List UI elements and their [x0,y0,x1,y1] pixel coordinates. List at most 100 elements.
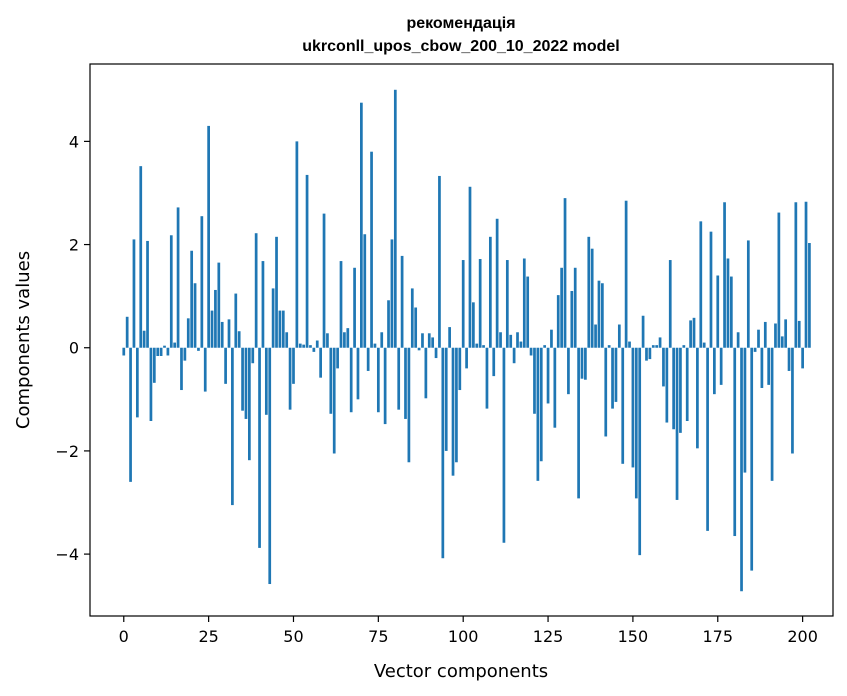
bar [719,347,723,385]
bar [176,207,180,348]
bar [149,347,153,421]
bar [292,347,295,384]
bar [645,347,648,361]
bar [611,347,614,409]
bar [268,347,272,585]
bar [241,347,244,411]
x-tick-label: 75 [368,627,388,646]
bar [427,333,431,348]
bar [624,200,628,348]
bar [139,166,143,348]
bar [193,283,197,348]
bar [326,333,329,348]
bar [421,333,424,348]
bar [770,347,774,481]
bar [465,347,468,369]
bar [590,248,594,348]
bar [410,288,414,348]
y-tick-label: −4 [55,545,79,564]
bar [543,345,547,348]
bar [349,347,353,413]
bar [743,347,747,473]
bar [679,347,682,433]
bar [264,347,268,415]
bar [621,347,625,464]
bar [692,317,696,348]
bar [129,347,132,482]
bar [601,283,604,348]
bar [774,323,777,348]
bar [546,347,550,404]
x-tick-label: 0 [119,627,129,646]
bar [298,343,302,348]
bar [757,329,760,348]
bar [461,260,465,348]
bar [685,347,689,421]
bar [319,347,322,378]
bar [231,347,234,506]
bar [509,334,513,348]
bar [227,319,231,348]
bar [729,276,733,348]
bar [699,221,703,348]
bar [343,332,346,348]
bar [210,310,214,348]
bar [526,276,530,348]
bar [492,347,496,377]
bar [370,151,373,348]
bar [309,345,312,348]
bar [713,347,716,395]
bar [516,332,519,348]
x-tick-label: 25 [198,627,218,646]
bar [407,347,411,463]
y-axis-label: Components values [13,251,34,429]
bar [488,236,492,348]
bar [444,347,448,451]
bar [234,293,238,348]
bar [451,347,455,476]
bar [512,347,516,364]
x-axis-ticks: 0 25 50 75 100 125 150 175 200 [119,616,818,646]
bar [746,240,750,348]
bar [166,347,170,356]
bar [750,347,754,571]
bar [709,231,713,348]
x-axis-label: Vector components [374,661,548,682]
bar [658,337,662,348]
bar [448,327,451,348]
bar [190,250,194,348]
bar [495,218,499,348]
bar [142,330,146,348]
bar [499,332,502,348]
bar [482,345,485,348]
bar [353,267,356,348]
bar [458,347,462,391]
bar [804,201,808,348]
bar [577,347,580,499]
bar [736,332,740,348]
bar [505,260,509,348]
bar [753,347,757,352]
bar [156,347,160,356]
bar [767,347,771,385]
bar [261,261,265,348]
bar [580,347,584,379]
bar [339,261,343,348]
bar [305,174,309,348]
bar [220,321,224,348]
bar [373,343,377,348]
bar [455,347,458,463]
bar [434,347,438,359]
bar [723,202,726,348]
y-tick-label: −2 [55,442,79,461]
bar [780,336,784,348]
bar [675,347,679,500]
bar [438,175,441,348]
x-tick-label: 125 [533,627,564,646]
bar [563,198,567,348]
bar [587,236,591,348]
bar [169,235,173,348]
bar [791,347,794,454]
bar [363,234,367,348]
bar [285,332,289,348]
